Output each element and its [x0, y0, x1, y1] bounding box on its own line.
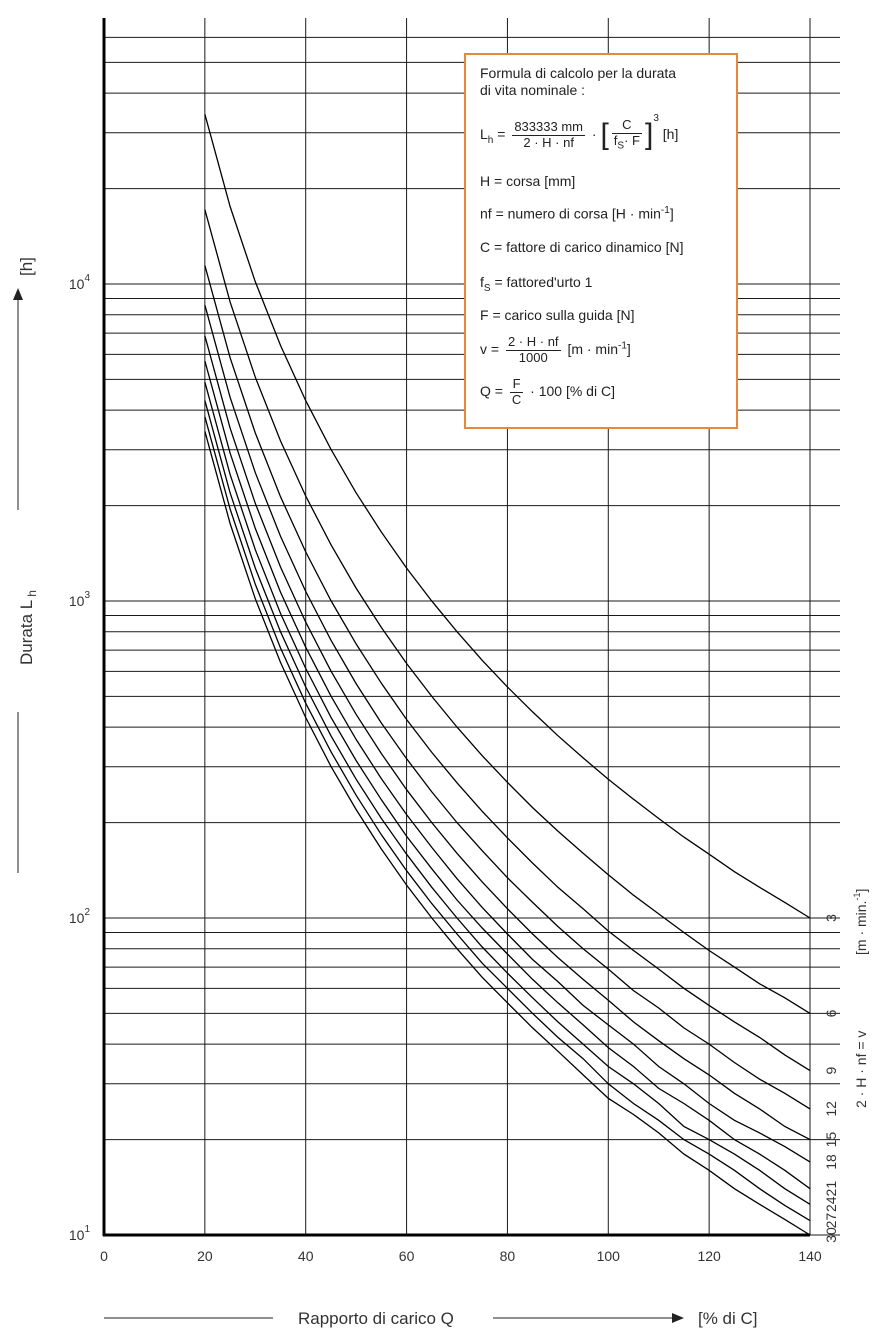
formula-title-line-2: di vita nominale : [480, 82, 585, 98]
speed-label-24: 24 [823, 1196, 839, 1212]
y-axis-unit: [h] [17, 257, 36, 276]
y-tick-label: 102 [69, 907, 91, 926]
x-tick-label: 20 [197, 1248, 213, 1264]
formula-h-def: H = corsa [mm] [480, 173, 575, 189]
x-tick-label: 0 [100, 1248, 108, 1264]
x-tick-label: 140 [798, 1248, 822, 1264]
speed-label-12: 12 [823, 1101, 839, 1117]
x-tick-label: 120 [697, 1248, 721, 1264]
speed-label-15: 15 [823, 1132, 839, 1148]
x-tick-label: 80 [500, 1248, 516, 1264]
speed-label-3: 3 [823, 914, 839, 922]
speed-label-6: 6 [823, 1009, 839, 1017]
x-axis-unit: [% di C] [698, 1309, 758, 1328]
x-tick-label: 100 [597, 1248, 621, 1264]
formula-nf-def: nf = numero di corsa [H · min-1] [480, 205, 674, 222]
y-arrow-icon [13, 288, 23, 300]
formula-box: Formula di calcolo per la durata di vita… [464, 53, 738, 429]
formula-c-def: C = fattore di carico dinamico [N] [480, 239, 683, 255]
formula-f-def: F = carico sulla guida [N] [480, 307, 634, 323]
y-tick-labels: 101 102 103 104 [69, 273, 91, 1243]
speed-label-27: 27 [823, 1213, 839, 1229]
y-tick-label: 103 [69, 590, 91, 609]
speed-label-21: 21 [823, 1181, 839, 1197]
formula-title-line-1: Formula di calcolo per la durata [480, 65, 676, 81]
x-arrow-icon [672, 1313, 684, 1323]
speed-label-18: 18 [823, 1154, 839, 1170]
speed-label-9: 9 [823, 1067, 839, 1075]
x-tick-label: 60 [399, 1248, 415, 1264]
formula-v-def: v = 2 · H · nf 1000 [m · min-1] [480, 335, 631, 366]
formula-fs-def: fS = fattored'urto 1 [480, 274, 592, 294]
y-tick-label: 104 [69, 273, 91, 292]
x-axis-title: Rapporto di carico Q [298, 1309, 454, 1328]
series-axis-unit: [m · min.-1] [852, 889, 869, 955]
y-tick-label: 101 [69, 1224, 91, 1243]
y-axis-title: Durata Lh [17, 590, 39, 665]
x-tick-label: 40 [298, 1248, 314, 1264]
series-axis-label: 2 · H · nf = v [853, 1031, 869, 1108]
x-tick-labels: 0 20 40 60 80 100 120 140 [100, 1248, 822, 1264]
speed-label-30: 30 [823, 1227, 839, 1243]
